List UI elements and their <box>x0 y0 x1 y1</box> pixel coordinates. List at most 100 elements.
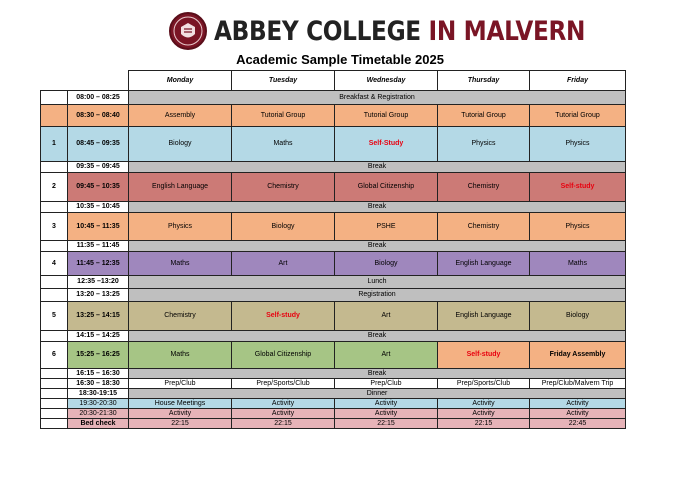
lesson-cell: Activity <box>231 398 335 409</box>
lesson-cell: Chemistry <box>437 212 530 241</box>
row-break-2: 10:35 – 10:45 Break <box>40 201 626 213</box>
lesson-cell: Maths <box>128 251 232 276</box>
span-label: Break <box>128 330 626 342</box>
row-break-5: 16:15 – 16:30 Break <box>40 368 626 379</box>
lesson-cell: Self-Study <box>334 126 438 162</box>
brand-accent: IN MALVERN <box>428 16 586 47</box>
lesson-cell: Biology <box>128 126 232 162</box>
lesson-cell: Activity <box>529 408 626 419</box>
lesson-cell: Activity <box>437 408 530 419</box>
period-number <box>40 161 68 173</box>
lesson-cell: Prep/Sports/Club <box>437 378 530 389</box>
lesson-cell: Self-study <box>529 172 626 202</box>
day-header: Monday <box>128 70 232 91</box>
page-title: Academic Sample Timetable 2025 <box>236 52 444 67</box>
lesson-cell: Prep/Club <box>128 378 232 389</box>
lesson-cell: Prep/Club <box>334 378 438 389</box>
period-number <box>40 104 68 127</box>
time-cell: 11:45 – 12:35 <box>67 251 129 276</box>
time-cell: 20:30-21:30 <box>67 408 129 419</box>
lesson-cell: 22:15 <box>128 418 232 429</box>
period-number <box>40 388 68 399</box>
period-number: 2 <box>40 172 68 202</box>
header-blank <box>40 70 129 91</box>
span-label: Breakfast & Registration <box>128 90 626 105</box>
span-label: Break <box>128 368 626 379</box>
lesson-cell: Tutorial Group <box>437 104 530 127</box>
time-cell: 10:45 – 11:35 <box>67 212 129 241</box>
period-number <box>40 418 68 429</box>
lesson-cell: English Language <box>437 301 530 331</box>
row-break-3: 11:35 – 11:45 Break <box>40 240 626 252</box>
row-assembly: 08:30 – 08:40 Assembly Tutorial Group Tu… <box>40 104 626 127</box>
row-bedcheck: Bed check 22:15 22:15 22:15 22:15 22:45 <box>40 418 626 429</box>
time-cell: 08:45 – 09:35 <box>67 126 129 162</box>
lesson-cell: 22:45 <box>529 418 626 429</box>
time-cell: 19:30-20:30 <box>67 398 129 409</box>
lesson-cell: Chemistry <box>128 301 232 331</box>
period-number <box>40 330 68 342</box>
row-break-1: 09:35 – 09:45 Break <box>40 161 626 173</box>
lesson-cell: Tutorial Group <box>529 104 626 127</box>
lesson-cell: Chemistry <box>231 172 335 202</box>
timetable: Monday Tuesday Wednesday Thursday Friday… <box>40 70 626 429</box>
lesson-cell: Tutorial Group <box>231 104 335 127</box>
crest-icon <box>169 12 207 50</box>
lesson-cell: Biology <box>529 301 626 331</box>
time-cell: 13:20 – 13:25 <box>67 288 129 302</box>
day-header: Tuesday <box>231 70 335 91</box>
lesson-cell: 22:15 <box>231 418 335 429</box>
period-number <box>40 408 68 419</box>
time-cell: 10:35 – 10:45 <box>67 201 129 213</box>
period-number <box>40 201 68 213</box>
time-cell: 14:15 – 14:25 <box>67 330 129 342</box>
span-label: Registration <box>128 288 626 302</box>
lesson-cell: Tutorial Group <box>334 104 438 127</box>
row-lunch: 12:35 –13:20 Lunch <box>40 275 626 289</box>
lesson-cell: Activity <box>334 398 438 409</box>
lesson-cell: Physics <box>437 126 530 162</box>
time-cell: 11:35 – 11:45 <box>67 240 129 252</box>
header: ABBEY COLLEGE IN MALVERN <box>0 8 680 54</box>
day-header: Wednesday <box>334 70 438 91</box>
time-cell: 16:30 – 18:30 <box>67 378 129 389</box>
row-evening-2: 20:30-21:30 Activity Activity Activity A… <box>40 408 626 419</box>
lesson-cell: Global Citizenship <box>334 172 438 202</box>
lesson-cell: Activity <box>437 398 530 409</box>
row-period-4: 4 11:45 – 12:35 Maths Art Biology Englis… <box>40 251 626 276</box>
row-evening-1: 19:30-20:30 House Meetings Activity Acti… <box>40 398 626 409</box>
row-break-4: 14:15 – 14:25 Break <box>40 330 626 342</box>
span-label: Break <box>128 240 626 252</box>
time-cell: 08:30 – 08:40 <box>67 104 129 127</box>
lesson-cell: PSHE <box>334 212 438 241</box>
period-number <box>40 398 68 409</box>
time-cell: 13:25 – 14:15 <box>67 301 129 331</box>
lesson-cell: Maths <box>529 251 626 276</box>
lesson-cell: Global Citizenship <box>231 341 335 369</box>
lesson-cell: Maths <box>231 126 335 162</box>
time-cell: 12:35 –13:20 <box>67 275 129 289</box>
lesson-cell: English Language <box>128 172 232 202</box>
period-number <box>40 275 68 289</box>
time-cell: 08:00 – 08:25 <box>67 90 129 105</box>
day-header: Thursday <box>437 70 530 91</box>
row-period-3: 3 10:45 – 11:35 Physics Biology PSHE Che… <box>40 212 626 241</box>
lesson-cell: Physics <box>529 212 626 241</box>
period-number: 5 <box>40 301 68 331</box>
period-number <box>40 368 68 379</box>
lesson-cell: Biology <box>334 251 438 276</box>
lesson-cell: 22:15 <box>334 418 438 429</box>
lesson-cell: Friday Assembly <box>529 341 626 369</box>
row-period-1: 1 08:45 – 09:35 Biology Maths Self-Study… <box>40 126 626 162</box>
period-number <box>40 288 68 302</box>
lesson-cell: Self-study <box>231 301 335 331</box>
lesson-cell: Activity <box>529 398 626 409</box>
lesson-cell: House Meetings <box>128 398 232 409</box>
span-label: Break <box>128 161 626 173</box>
lesson-cell: Art <box>231 251 335 276</box>
day-header: Friday <box>529 70 626 91</box>
period-number: 1 <box>40 126 68 162</box>
period-number: 3 <box>40 212 68 241</box>
lesson-cell: Prep/Club/Malvern Trip <box>529 378 626 389</box>
time-cell: 09:35 – 09:45 <box>67 161 129 173</box>
